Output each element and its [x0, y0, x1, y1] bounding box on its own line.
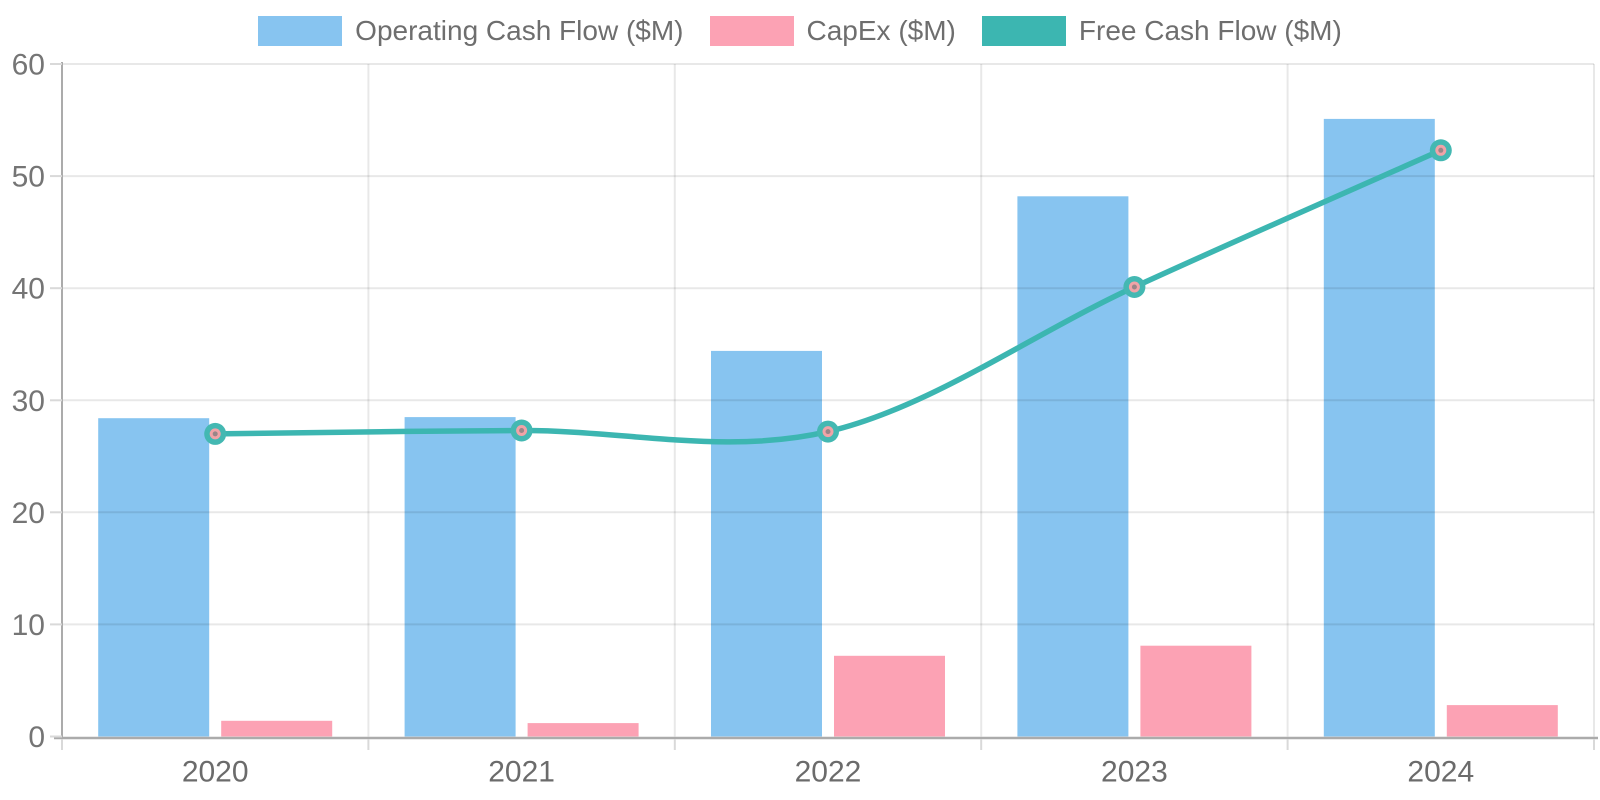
bar-capex-m-2022 [834, 655, 945, 737]
free-cash-flow-m-point-2022-dot [825, 429, 831, 435]
x-axis-label-2021: 2021 [488, 756, 555, 789]
legend-item-capex[interactable]: CapEx ($M) [709, 15, 956, 47]
x-axis-label-2022: 2022 [795, 756, 862, 789]
bar-capex-m-2023 [1140, 645, 1252, 737]
free-cash-flow-m-point-2021-dot [519, 428, 525, 433]
bar-capex-m-2021 [527, 723, 639, 737]
free-cash-flow-m-point-2024-dot [1438, 147, 1444, 153]
bar-operating-cash-flow-m-2021 [404, 417, 516, 737]
legend: Operating Cash Flow ($M) CapEx ($M) Free… [0, 15, 1600, 47]
y-axis-label-0: 0 [28, 721, 45, 754]
legend-label-free-cash-flow: Free Cash Flow ($M) [1078, 15, 1342, 46]
y-axis-label-40: 40 [12, 273, 45, 306]
bar-operating-cash-flow-m-2024 [1323, 118, 1435, 737]
free-cash-flow-m-point-2020-dot [212, 431, 218, 437]
y-axis-label-10: 10 [12, 609, 45, 642]
y-axis-label-30: 30 [12, 385, 45, 418]
x-axis-label-2023: 2023 [1101, 756, 1168, 789]
legend-label-operating-cash-flow: Operating Cash Flow ($M) [355, 15, 684, 46]
bar-operating-cash-flow-m-2020 [98, 418, 210, 737]
legend-item-free-cash-flow[interactable]: Free Cash Flow ($M) [981, 15, 1342, 47]
bar-operating-cash-flow-m-2022 [711, 350, 822, 737]
bar-capex-m-2024 [1446, 705, 1558, 737]
x-axis-label-2020: 2020 [182, 756, 249, 789]
legend-swatch-operating-cash-flow [258, 16, 343, 46]
legend-item-operating-cash-flow[interactable]: Operating Cash Flow ($M) [258, 15, 684, 47]
legend-label-capex: CapEx ($M) [806, 15, 956, 46]
legend-swatch-capex [709, 16, 794, 46]
bar-operating-cash-flow-m-2023 [1017, 196, 1129, 737]
bar-capex-m-2020 [221, 720, 333, 737]
y-axis-label-20: 20 [12, 497, 45, 530]
y-axis-label-50: 50 [12, 161, 45, 194]
legend-swatch-free-cash-flow [981, 16, 1066, 46]
free-cash-flow-m-line [212, 147, 1444, 445]
free-cash-flow-m-point-2023-dot [1131, 284, 1137, 290]
y-axis-label-60: 60 [12, 49, 45, 82]
x-axis-label-2024: 2024 [1407, 756, 1474, 789]
